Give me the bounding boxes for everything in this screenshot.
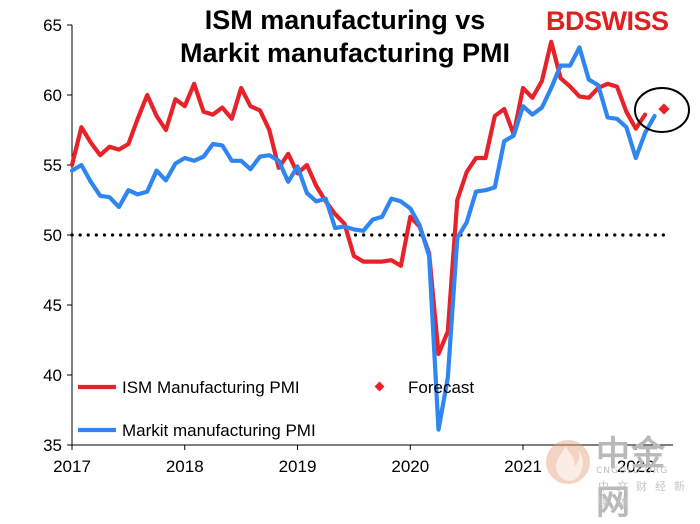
y-tick-label: 55 [43, 156, 62, 175]
y-tick-label: 60 [43, 86, 62, 105]
legend-forecast-swatch [374, 381, 385, 392]
x-tick-label: 2021 [504, 457, 542, 476]
chart-title: ISM manufacturing vs Markit manufacturin… [160, 4, 530, 70]
brand-logo-swiss: SWISS [584, 6, 669, 36]
ism-line [69, 39, 648, 357]
legend-forecast-label: Forecast [408, 378, 474, 397]
axis-layer: 35 40 45 50 55 60 65 2017 2018 2019 2020 2021 2022 [43, 16, 673, 476]
y-tick-label: 40 [43, 366, 62, 385]
x-tick-label: 2020 [391, 457, 429, 476]
legend-layer: ISM Manufacturing PMI Forecast Markit manu… [78, 378, 474, 440]
forecast-highlight-circle [633, 87, 690, 133]
x-tick-label: 2022 [617, 457, 655, 476]
watermark-subtext-2: 中文财经新媒体 [598, 480, 693, 509]
forecast-marker [658, 103, 670, 115]
brand-logo: BDSWISS [546, 6, 669, 37]
x-tick-label: 2018 [166, 457, 204, 476]
pmi-line-chart: 35 40 45 50 55 60 65 2017 2018 2019 2020 2021 2022 I… [43, 16, 690, 476]
chart-title-line-2: Markit manufacturing PMI [179, 38, 511, 68]
y-tick-label: 50 [43, 226, 62, 245]
legend-markit-label: Markit manufacturing PMI [122, 421, 316, 440]
y-tick-label: 65 [43, 16, 62, 35]
legend-ism-label: ISM Manufacturing PMI [122, 378, 300, 397]
x-tick-label: 2017 [53, 457, 91, 476]
watermark-flame-icon [546, 440, 590, 484]
markit-line [69, 45, 657, 432]
brand-logo-bd: BD [546, 6, 585, 36]
chart-title-line-1: ISM manufacturing vs [204, 5, 486, 35]
y-tick-label: 45 [43, 296, 62, 315]
watermark-subtext: CNGOLD.ORG [596, 466, 669, 476]
y-tick-label: 35 [43, 436, 62, 455]
x-tick-label: 2019 [279, 457, 317, 476]
series-layer [69, 39, 690, 432]
